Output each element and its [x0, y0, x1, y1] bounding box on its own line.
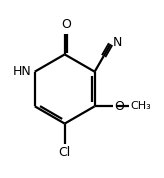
Text: O: O	[62, 18, 71, 31]
Text: Cl: Cl	[59, 146, 71, 159]
Text: HN: HN	[12, 65, 31, 78]
Text: CH₃: CH₃	[131, 101, 151, 111]
Text: N: N	[113, 36, 122, 49]
Text: O: O	[114, 100, 124, 113]
